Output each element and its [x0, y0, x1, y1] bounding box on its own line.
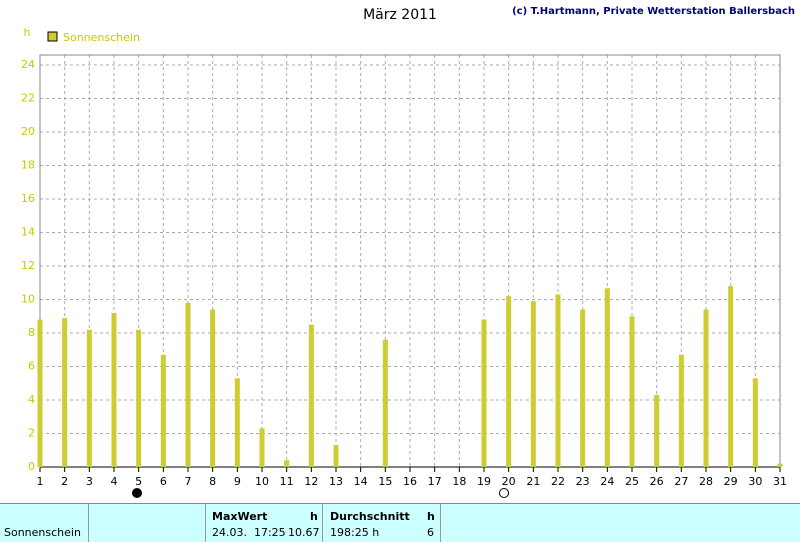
- bar: [604, 288, 610, 467]
- x-tick-label: 5: [135, 475, 142, 488]
- x-tick-label: 29: [724, 475, 738, 488]
- cell: 10.67: [288, 526, 320, 539]
- x-tick-label: 14: [354, 475, 368, 488]
- x-tick-label: 12: [304, 475, 318, 488]
- separator: [205, 504, 206, 542]
- y-tick-label: 8: [28, 326, 35, 339]
- x-tick-label: 2: [61, 475, 68, 488]
- x-tick-label: 17: [428, 475, 442, 488]
- bar: [555, 294, 561, 467]
- bar: [259, 428, 265, 467]
- source: (c) T.Hartmann, Private Wetterstation Ba…: [512, 6, 795, 17]
- bar: [136, 329, 142, 467]
- bar: [506, 296, 512, 467]
- bar: [210, 309, 216, 467]
- x-tick-label: 18: [452, 475, 466, 488]
- x-tick-label: 26: [650, 475, 664, 488]
- y-tick-label: 18: [21, 159, 35, 172]
- y-tick-label: 10: [21, 293, 35, 306]
- moon-full: [132, 488, 142, 498]
- y-tick-label: 16: [21, 192, 35, 205]
- row-label: Sonnenschein: [4, 526, 81, 539]
- bar: [654, 394, 660, 467]
- moon-new: [499, 488, 509, 498]
- x-tick-label: 21: [526, 475, 540, 488]
- chart-title: März 2011: [363, 7, 437, 23]
- x-tick-label: 23: [576, 475, 590, 488]
- y-tick-label: 20: [21, 125, 35, 138]
- bar: [284, 460, 290, 467]
- legend-label: Sonnenschein: [63, 31, 140, 44]
- x-tick-label: 30: [748, 475, 762, 488]
- x-tick-label: 22: [551, 475, 565, 488]
- bar: [629, 316, 635, 467]
- bar: [86, 329, 92, 467]
- separator: [440, 504, 441, 542]
- y-tick-label: 0: [28, 460, 35, 473]
- bar: [481, 319, 487, 467]
- bar: [160, 354, 166, 467]
- bar: [777, 463, 783, 467]
- chart: März 2011 (c) T.Hartmann, Private Wetter…: [21, 6, 795, 498]
- cell: 24.03. 17:25: [212, 526, 286, 539]
- legend-swatch: [47, 31, 58, 42]
- x-tick-label: 19: [477, 475, 491, 488]
- separator: [88, 504, 89, 542]
- y-tick-label: 4: [28, 393, 35, 406]
- col-header: MaxWert: [212, 510, 268, 523]
- y-tick-label: 24: [21, 58, 35, 71]
- y-tick-label: 6: [28, 360, 35, 373]
- separator: [322, 504, 323, 542]
- bar: [382, 339, 388, 467]
- x-tick-label: 6: [160, 475, 167, 488]
- summary-table: Sonnenschein MaxWert h 24.03. 17:25 10.6…: [0, 503, 800, 542]
- bar: [752, 378, 758, 467]
- x-tick-label: 10: [255, 475, 269, 488]
- col-unit: h: [310, 510, 318, 523]
- bar: [37, 319, 43, 467]
- y-unit: h: [24, 26, 31, 39]
- y-tick-label: 14: [21, 226, 35, 239]
- bar: [530, 301, 536, 467]
- bar: [333, 445, 339, 467]
- x-tick-label: 11: [280, 475, 294, 488]
- bar: [678, 354, 684, 467]
- x-tick-label: 31: [773, 475, 787, 488]
- bar: [580, 309, 586, 467]
- x-tick-label: 25: [625, 475, 639, 488]
- y-tick-label: 12: [21, 259, 35, 272]
- col-header: Durchschnitt: [330, 510, 410, 523]
- bar: [234, 378, 240, 467]
- x-tick-label: 13: [329, 475, 343, 488]
- x-tick-label: 9: [234, 475, 241, 488]
- x-tick-label: 27: [674, 475, 688, 488]
- x-tick-label: 3: [86, 475, 93, 488]
- x-tick-label: 1: [37, 475, 44, 488]
- x-tick-label: 20: [502, 475, 516, 488]
- x-tick-label: 15: [378, 475, 392, 488]
- bar: [308, 324, 314, 467]
- x-tick-label: 8: [209, 475, 216, 488]
- y-tick-label: 22: [21, 92, 35, 105]
- x-tick-label: 7: [185, 475, 192, 488]
- x-tick-label: 28: [699, 475, 713, 488]
- cell: 198:25 h: [330, 526, 380, 539]
- bar: [111, 312, 117, 467]
- y-tick-label: 2: [28, 427, 35, 440]
- x-tick-label: 4: [111, 475, 118, 488]
- col-unit: h: [427, 510, 435, 523]
- bar: [185, 302, 191, 467]
- bar: [703, 309, 709, 467]
- bar: [62, 317, 68, 467]
- bar: [728, 286, 734, 467]
- cell: 6: [427, 526, 434, 539]
- x-tick-label: 16: [403, 475, 417, 488]
- x-tick-label: 24: [600, 475, 614, 488]
